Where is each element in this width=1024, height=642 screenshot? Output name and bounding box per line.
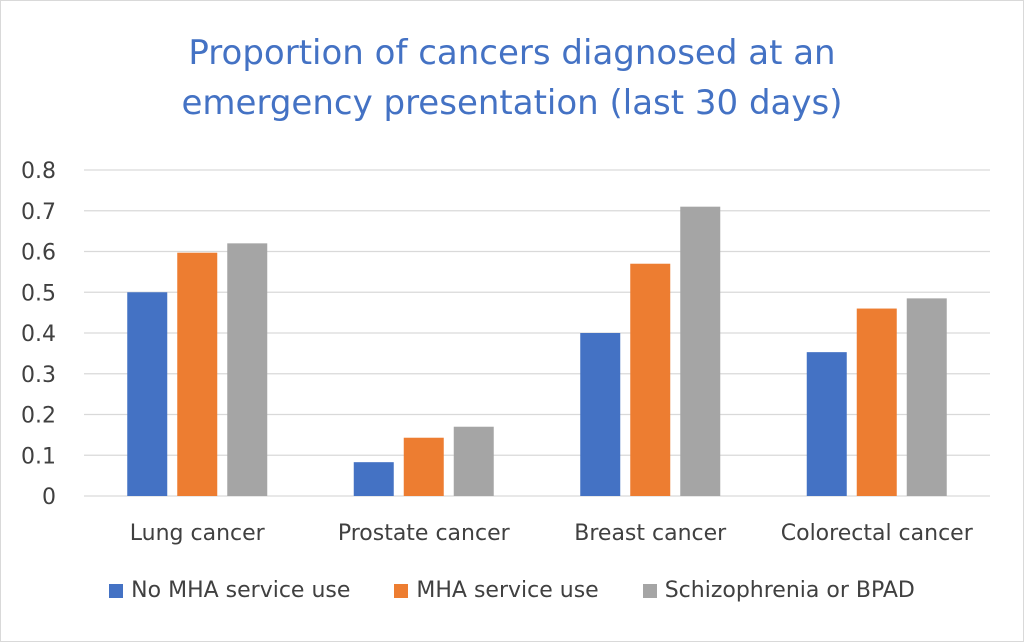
legend-item: No MHA service use	[109, 578, 350, 603]
bar	[806, 352, 847, 496]
gridlines	[84, 169, 990, 497]
y-tick-label: 0.1	[21, 444, 56, 469]
bar	[680, 206, 721, 497]
bar	[227, 243, 268, 496]
y-tick-label: 0.2	[21, 404, 56, 429]
legend-label: MHA service use	[416, 578, 599, 603]
chart-title-line-2: emergency presentation (last 30 days)	[181, 83, 843, 123]
bar	[906, 298, 947, 496]
bars	[127, 206, 947, 497]
legend: No MHA service use MHA service use Schizop…	[0, 578, 1024, 603]
bar	[580, 333, 621, 496]
bar	[127, 292, 168, 496]
x-tick-label: Colorectal cancer	[781, 521, 974, 546]
y-tick-label: 0.6	[21, 241, 56, 266]
y-tick-label: 0	[42, 485, 56, 510]
chart-title-line-1: Proportion of cancers diagnosed at an	[188, 33, 836, 73]
y-tick-label: 0.8	[21, 159, 56, 184]
bar	[453, 426, 494, 496]
x-axis-ticks: Lung cancer Prostate cancer Breast cancer C…	[130, 521, 974, 546]
x-tick-label: Breast cancer	[574, 521, 727, 546]
x-tick-label: Lung cancer	[130, 521, 266, 546]
x-tick-label: Prostate cancer	[338, 521, 511, 546]
bar	[856, 308, 897, 496]
y-tick-label: 0.4	[21, 322, 56, 347]
legend-item: MHA service use	[394, 578, 599, 603]
legend-swatch	[642, 583, 657, 598]
bar	[630, 263, 671, 496]
legend-swatch	[394, 583, 409, 598]
y-tick-label: 0.5	[21, 281, 56, 306]
bar	[353, 462, 394, 496]
y-axis-ticks: 0 0.1 0.2 0.3 0.4 0.5 0.6 0.7 0.8	[21, 159, 56, 510]
y-tick-label: 0.3	[21, 363, 56, 388]
legend-swatch	[109, 583, 124, 598]
bar	[177, 252, 218, 496]
legend-item: Schizophrenia or BPAD	[642, 578, 915, 603]
legend-label: No MHA service use	[131, 578, 351, 603]
y-tick-label: 0.7	[21, 200, 56, 225]
legend-label: Schizophrenia or BPAD	[664, 578, 915, 603]
bar	[403, 437, 444, 496]
chart-title: Proportion of cancers diagnosed at an em…	[0, 28, 1024, 128]
